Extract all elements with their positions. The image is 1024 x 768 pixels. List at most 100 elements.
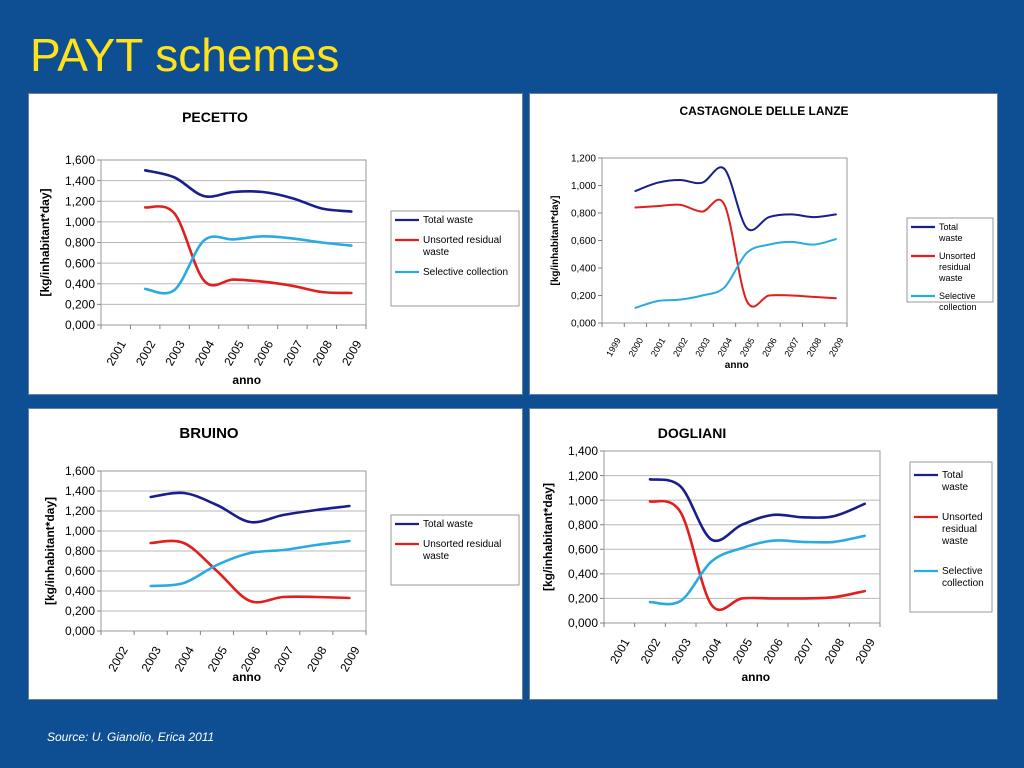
plot-area	[601, 157, 848, 324]
legend-label: residual	[942, 524, 977, 535]
series-line-total-waste	[648, 478, 866, 543]
y-tick-label: 0,600	[65, 256, 95, 270]
x-tick-label: 2002	[671, 336, 690, 358]
y-tick-label: 0,400	[571, 264, 596, 275]
legend-label: Unsorted	[939, 251, 976, 261]
legend-label: Selective	[939, 291, 976, 301]
x-tick-label: 2000	[627, 336, 646, 358]
y-axis-label: [kg/inhabitant*day]	[38, 188, 52, 296]
chart-pecetto: PECETTO 0,000 0,200 0,400 0,600 0,800 1,000 1,2…	[38, 109, 520, 387]
y-tick-label: 0,400	[568, 567, 598, 581]
y-tick-label: 1,200	[65, 504, 95, 518]
legend-label: collection	[939, 302, 977, 312]
legend-label: residual	[939, 262, 971, 272]
legend-box	[390, 514, 520, 586]
x-axis-label: anno	[232, 670, 261, 684]
x-tick-label: 2005	[221, 338, 247, 368]
x-tick-label: 2007	[782, 336, 801, 358]
x-tick-label: 2004	[172, 644, 198, 674]
series-line-selective-collection	[634, 238, 837, 309]
y-tick-label: 1,400	[65, 174, 95, 188]
legend-box	[906, 217, 994, 303]
x-tick-label: 2006	[251, 338, 277, 368]
series-line-unsorted-residual-waste	[149, 539, 351, 604]
legend-label: Total waste	[423, 519, 473, 530]
series-line-unsorted-residual-waste	[143, 205, 353, 295]
x-tick-label: 2003	[138, 644, 164, 674]
x-tick-label: 2009	[337, 644, 363, 674]
x-tick-label: 2007	[280, 338, 306, 368]
legend-label: waste	[938, 233, 963, 243]
legend-label: waste	[422, 551, 450, 562]
series-line-selective-collection	[648, 534, 866, 606]
y-tick-label: 0,000	[571, 319, 596, 330]
x-axis-label: anno	[725, 360, 749, 371]
y-tick-label: 0,400	[65, 584, 95, 598]
x-tick-label: 1999	[604, 336, 623, 358]
legend-label: collection	[942, 578, 984, 589]
y-tick-label: 1,200	[571, 154, 596, 165]
legend-label: Total	[942, 470, 963, 481]
y-tick-label: 1,000	[568, 493, 598, 507]
x-tick-label: 2009	[827, 336, 846, 358]
series-line-selective-collection	[149, 539, 351, 588]
series-line-total-waste	[149, 491, 351, 524]
y-axis-label: [kg/inhabitant*day]	[43, 497, 57, 605]
y-axis-label: [kg/inhabitant*day]	[550, 195, 561, 285]
x-tick-label: 2006	[760, 336, 779, 358]
plot-area	[603, 450, 881, 624]
series-line-unsorted-residual-waste	[648, 499, 866, 612]
y-tick-label: 0,600	[571, 236, 596, 247]
y-tick-label: 0,800	[568, 518, 598, 532]
y-tick-label: 0,200	[65, 298, 95, 312]
legend-label: waste	[422, 247, 450, 258]
legend-label: Selective	[942, 566, 983, 577]
legend-label: Total waste	[423, 215, 473, 226]
legend-label: Selective collection	[423, 267, 508, 278]
x-tick-label: 2009	[339, 338, 365, 368]
y-tick-label: 0,200	[571, 291, 596, 302]
x-axis-label: anno	[741, 670, 770, 684]
y-tick-label: 0,000	[65, 624, 95, 638]
x-tick-label: 2002	[105, 644, 131, 674]
legend-label: Unsorted residual	[423, 235, 501, 246]
x-tick-label: 2005	[738, 336, 757, 358]
chart-title: DOGLIANI	[658, 425, 726, 441]
y-tick-label: 0,800	[65, 236, 95, 250]
y-tick-label: 0,800	[65, 544, 95, 558]
y-tick-label: 1,200	[568, 469, 598, 483]
x-tick-label: 2006	[760, 636, 786, 666]
x-tick-label: 2001	[104, 338, 130, 368]
y-tick-label: 0,000	[568, 616, 598, 630]
legend-label: Unsorted	[942, 512, 983, 523]
x-tick-label: 2008	[822, 636, 848, 666]
series-line-unsorted-residual-waste	[634, 198, 837, 308]
chart-title: BRUINO	[179, 425, 238, 442]
chart-panel-pecetto: PECETTO 0,000 0,200 0,400 0,600 0,800 1,000 1,2…	[28, 93, 523, 395]
x-tick-label: 2003	[668, 636, 694, 666]
x-tick-label: 2001	[649, 336, 668, 358]
y-tick-label: 0,200	[65, 604, 95, 618]
chart-dogliani: DOGLIANI 0,000 0,200 0,400 0,600 0,800 1,000 1,…	[541, 425, 993, 684]
x-tick-label: 2007	[271, 644, 297, 674]
x-tick-label: 2008	[304, 644, 330, 674]
legend-label: Unsorted residual	[423, 539, 501, 550]
y-axis-label: [kg/inhabitant*day]	[541, 483, 555, 591]
series-line-selective-collection	[143, 234, 353, 295]
y-tick-label: 0,600	[568, 542, 598, 556]
y-tick-label: 1,600	[65, 464, 95, 478]
x-tick-label: 2008	[310, 338, 336, 368]
x-tick-label: 2009	[852, 636, 878, 666]
x-tick-label: 2005	[730, 636, 756, 666]
chart-title: CASTAGNOLE DELLE LANZE	[679, 104, 848, 118]
y-tick-label: 0,000	[65, 318, 95, 332]
x-tick-label: 2004	[192, 338, 218, 368]
x-tick-label: 2005	[205, 644, 231, 674]
chart-bruino: BRUINO 0,000 0,200 0,400 0,600 0,800 1,000 1,20…	[43, 425, 520, 684]
y-tick-label: 1,000	[571, 181, 596, 192]
y-tick-label: 1,400	[65, 484, 95, 498]
series-line-total-waste	[634, 166, 837, 232]
legend-label: waste	[938, 273, 963, 283]
x-tick-label: 2002	[638, 636, 664, 666]
chart-title: PECETTO	[182, 109, 248, 125]
